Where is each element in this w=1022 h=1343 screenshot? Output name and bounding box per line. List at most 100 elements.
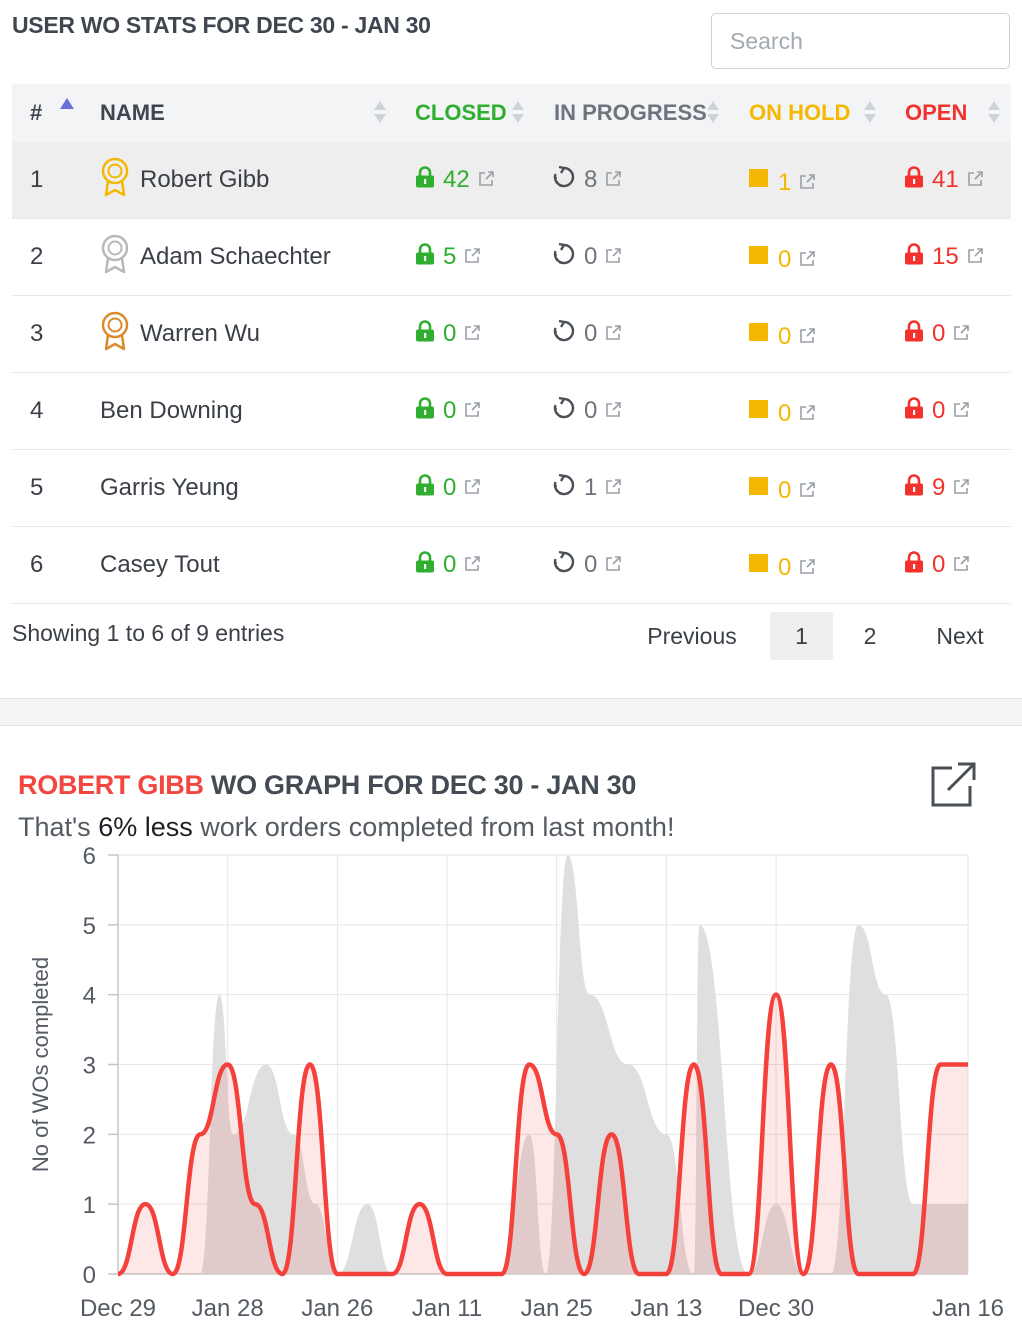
external-link-icon[interactable]: [597, 243, 622, 271]
external-link-icon[interactable]: [945, 551, 970, 579]
external-link-icon[interactable]: [791, 554, 816, 582]
subtitle-highlight: 6% less: [98, 812, 193, 842]
x-tick-label: Jan 28: [192, 1295, 264, 1322]
y-axis-label: No of WOs completed: [28, 957, 53, 1172]
external-link-icon[interactable]: [597, 474, 622, 502]
lock-icon: [415, 242, 443, 272]
external-link-icon[interactable]: [959, 166, 984, 194]
silver-medal-icon: [98, 234, 140, 281]
lock-icon: [904, 319, 932, 349]
external-link-icon[interactable]: [597, 551, 622, 579]
external-link-icon[interactable]: [791, 246, 816, 274]
external-link-icon[interactable]: [456, 243, 481, 271]
open-count: 0: [932, 551, 946, 578]
column-open[interactable]: OPEN: [905, 84, 967, 142]
column-name[interactable]: NAME: [100, 84, 165, 142]
row-number: 3: [30, 320, 44, 347]
x-tick-label: Jan 11: [412, 1295, 482, 1322]
previous-button[interactable]: Previous: [647, 623, 737, 649]
external-link-icon[interactable]: [456, 474, 481, 502]
external-link-icon[interactable]: [791, 169, 816, 197]
lock-icon: [415, 165, 443, 195]
on-hold-count: 0: [778, 477, 792, 504]
column-closed-label: CLOSED: [415, 100, 507, 125]
y-tick-label: 5: [83, 913, 96, 940]
y-tick-label: 6: [83, 843, 96, 870]
external-link-icon[interactable]: [791, 323, 816, 351]
page-2-button[interactable]: 2: [863, 623, 877, 649]
table-row[interactable]: 5 Garris Yeung 0 1 0 9: [12, 450, 1011, 527]
row-number: 5: [30, 474, 44, 501]
external-link-icon[interactable]: [597, 320, 622, 348]
column-on-hold[interactable]: ON HOLD: [749, 84, 850, 142]
on-hold-icon: [749, 551, 778, 579]
external-link-icon[interactable]: [945, 320, 970, 348]
column-closed[interactable]: CLOSED: [415, 84, 507, 142]
expand-icon[interactable]: [930, 762, 978, 808]
sort-icon[interactable]: [988, 101, 1000, 125]
sort-icon[interactable]: [707, 101, 719, 125]
column-in-progress-label: IN PROGRESS: [554, 100, 707, 125]
external-link-icon[interactable]: [791, 477, 816, 505]
x-tick-label: Jan 16: [932, 1295, 1004, 1322]
lock-icon: [904, 473, 932, 503]
lock-icon: [415, 550, 443, 580]
lock-icon: [904, 396, 932, 426]
table-row[interactable]: 1 Robert Gibb 42 8 1 41: [12, 142, 1011, 219]
external-link-icon[interactable]: [456, 397, 481, 425]
user-name: Warren Wu: [140, 320, 261, 347]
in-progress-icon: [552, 550, 584, 581]
closed-count: 0: [443, 551, 457, 578]
x-tick-label: Dec 29: [80, 1295, 156, 1322]
sort-asc-icon[interactable]: [60, 98, 74, 109]
sort-icon[interactable]: [512, 101, 524, 125]
graph-title: ROBERT GIBB WO GRAPH FOR DEC 30 - JAN 30: [18, 770, 636, 801]
on-hold-icon: [749, 397, 778, 425]
page-1-button[interactable]: 1: [770, 612, 833, 660]
table-row[interactable]: 6 Casey Tout 0 0 0 0: [12, 527, 1011, 604]
on-hold-count: 0: [778, 246, 792, 273]
stats-title: USER WO STATS FOR DEC 30 - JAN 30: [12, 12, 431, 38]
open-count: 41: [932, 166, 959, 193]
user-stats-table: # NAME CLOSED IN PROGRESS ON HOLD OPEN 1…: [12, 84, 1011, 604]
open-count: 9: [932, 474, 946, 501]
external-link-icon[interactable]: [791, 400, 816, 428]
on-hold-count: 1: [778, 169, 792, 196]
external-link-icon[interactable]: [456, 551, 481, 579]
in-progress-count: 8: [584, 166, 598, 193]
external-link-icon[interactable]: [456, 320, 481, 348]
external-link-icon[interactable]: [945, 397, 970, 425]
column-num[interactable]: #: [30, 84, 42, 142]
user-name: Garris Yeung: [100, 474, 239, 501]
in-progress-count: 0: [584, 551, 598, 578]
y-tick-label: 3: [83, 1053, 96, 1080]
external-link-icon[interactable]: [597, 397, 622, 425]
on-hold-icon: [749, 243, 778, 271]
search-input[interactable]: [711, 13, 1010, 69]
y-tick-label: 0: [83, 1262, 96, 1289]
graph-subtitle: That's 6% less work orders completed fro…: [18, 812, 674, 843]
in-progress-count: 0: [584, 320, 598, 347]
external-link-icon[interactable]: [470, 166, 495, 194]
next-button[interactable]: Next: [936, 623, 984, 649]
table-row[interactable]: 4 Ben Downing 0 0 0 0: [12, 373, 1011, 450]
external-link-icon[interactable]: [945, 474, 970, 502]
wo-graph-chart: 0 1 2 3 4 5 6 Dec 29 Jan 28 Jan 26 Jan 11 Jan 25 Jan…: [28, 843, 1004, 1322]
sort-icon[interactable]: [864, 101, 876, 125]
external-link-icon[interactable]: [959, 243, 984, 271]
in-progress-icon: [552, 396, 584, 427]
gold-medal-icon: [98, 157, 140, 204]
external-link-icon[interactable]: [597, 166, 622, 194]
in-progress-icon: [552, 319, 584, 350]
column-in-progress[interactable]: IN PROGRESS: [554, 84, 707, 142]
table-row[interactable]: 3 Warren Wu 0 0 0 0: [12, 296, 1011, 373]
graph-title-text: WO GRAPH FOR DEC 30 - JAN 30: [210, 770, 637, 800]
section-divider: [0, 698, 1022, 726]
row-number: 1: [30, 166, 44, 193]
closed-count: 42: [443, 166, 470, 193]
user-name: Ben Downing: [100, 397, 243, 424]
sort-icon[interactable]: [374, 101, 386, 125]
table-row[interactable]: 2 Adam Schaechter 5 0 0 15: [12, 219, 1011, 296]
on-hold-icon: [749, 320, 778, 348]
on-hold-count: 0: [778, 323, 792, 350]
